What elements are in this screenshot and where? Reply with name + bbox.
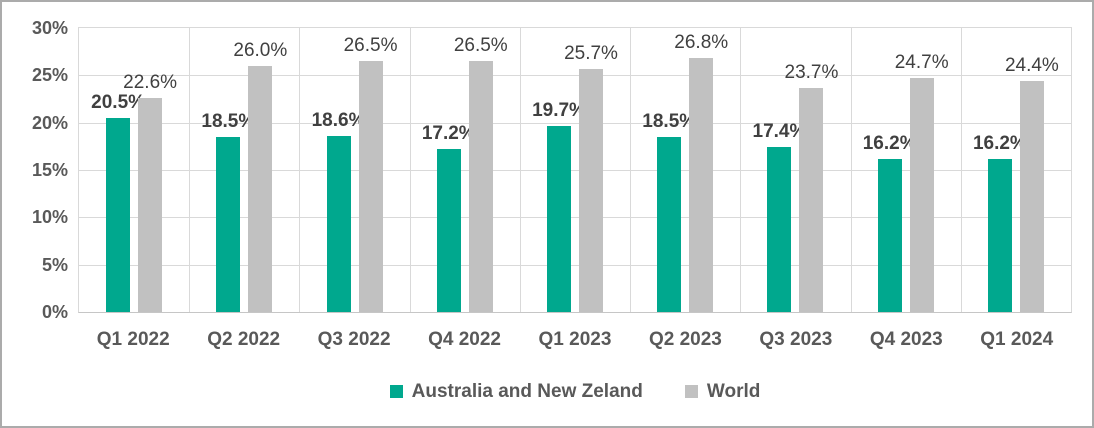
data-label-australia-and-new-zeland-q3-2022: 18.6% <box>311 109 366 131</box>
y-tick-label-10: 10% <box>31 207 68 228</box>
data-label-world-q3-2022: 26.5% <box>343 35 398 57</box>
legend: Australia and New Zeland World <box>78 382 1072 401</box>
h-gridline-5 <box>79 264 1071 266</box>
v-gridline-5 <box>630 28 632 312</box>
data-label-world-q4-2023: 24.7% <box>894 52 949 74</box>
legend-label: World <box>706 381 761 402</box>
bar-world-q3-2023 <box>799 87 824 312</box>
data-label-world-q2-2023: 26.8% <box>674 32 729 54</box>
legend-label: Australia and New Zeland <box>411 381 643 402</box>
data-label-australia-and-new-zeland-q1-2022: 20.5% <box>91 91 146 113</box>
data-label-australia-and-new-zeland-q2-2022: 18.5% <box>201 110 256 132</box>
legend-swatch-icon <box>684 385 698 398</box>
v-gridline-7 <box>850 28 852 312</box>
data-label-world-q2-2022: 26.0% <box>233 39 288 61</box>
x-tick-label-q3-2023: Q3 2023 <box>759 329 833 350</box>
bar-australia-and-new-zeland-q1-2023 <box>547 125 571 312</box>
h-gridline-25 <box>79 75 1071 77</box>
data-label-world-q3-2023: 23.7% <box>784 61 839 83</box>
h-gridline-10 <box>79 217 1071 219</box>
bar-australia-and-new-zeland-q3-2023 <box>767 147 792 312</box>
data-label-australia-and-new-zeland-q4-2022: 17.2% <box>421 123 476 145</box>
bar-australia-and-new-zeland-q4-2023 <box>877 158 902 312</box>
x-axis: Q1 2022 Q2 2022 Q3 2022 Q4 2022 Q1 2023 Q2 20… <box>78 329 1072 351</box>
bar-world-q4-2022 <box>468 61 493 312</box>
bar-australia-and-new-zeland-q4-2022 <box>436 149 461 312</box>
h-gridline-20 <box>79 122 1071 124</box>
legend-item-world: World <box>684 381 761 402</box>
data-label-australia-and-new-zeland-q2-2023: 18.5% <box>642 110 697 132</box>
bar-world-q1-2022 <box>138 98 163 312</box>
data-label-world-q1-2022: 22.6% <box>123 72 178 94</box>
y-tick-label-0: 0% <box>41 302 68 322</box>
bar-world-q3-2022 <box>358 61 383 312</box>
bar-world-q1-2024 <box>1019 81 1044 312</box>
x-tick-label-q1-2023: Q1 2023 <box>538 329 612 350</box>
y-tick-label-5: 5% <box>41 254 68 275</box>
bar-australia-and-new-zeland-q2-2023 <box>657 136 682 312</box>
v-gridline-2 <box>299 28 301 312</box>
bar-world-q2-2023 <box>689 58 714 312</box>
x-tick-label-q2-2023: Q2 2023 <box>648 329 722 350</box>
bar-australia-and-new-zeland-q1-2024 <box>987 158 1012 312</box>
data-label-world-q1-2023: 25.7% <box>564 42 618 64</box>
x-tick-label-q1-2022: Q1 2022 <box>96 329 170 350</box>
data-label-australia-and-new-zeland-q1-2023: 19.7% <box>532 99 586 121</box>
v-gridline-1 <box>189 28 191 312</box>
data-label-world-q1-2024: 24.4% <box>1004 55 1059 77</box>
bar-australia-and-new-zeland-q1-2022 <box>106 117 131 312</box>
x-tick-label-q3-2022: Q3 2022 <box>317 329 391 350</box>
h-gridline-15 <box>79 170 1071 171</box>
v-gridline-4 <box>519 28 521 312</box>
v-gridline-3 <box>409 28 411 312</box>
legend-swatch-icon <box>389 385 403 398</box>
bar-australia-and-new-zeland-q2-2022 <box>216 136 241 312</box>
v-gridline-8 <box>960 28 962 312</box>
y-tick-label-30: 30% <box>31 18 68 38</box>
y-tick-label-15: 15% <box>31 160 68 180</box>
legend-item-australia-and-new-zeland: Australia and New Zeland <box>389 381 643 402</box>
bar-world-q4-2023 <box>909 78 934 312</box>
data-label-australia-and-new-zeland-q1-2024: 16.2% <box>972 132 1027 154</box>
y-tick-label-25: 25% <box>31 65 68 86</box>
bar-australia-and-new-zeland-q3-2022 <box>326 135 351 312</box>
data-label-australia-and-new-zeland-q4-2023: 16.2% <box>862 132 917 154</box>
bar-world-q2-2022 <box>248 65 273 312</box>
y-axis: 0% 5% 10% 15% 20% 25% 30% <box>2 19 68 321</box>
data-label-world-q4-2022: 26.5% <box>453 35 508 57</box>
x-tick-label-q1-2024: Q1 2024 <box>980 329 1054 350</box>
data-label-australia-and-new-zeland-q3-2023: 17.4% <box>752 121 807 143</box>
y-tick-label-20: 20% <box>31 112 68 133</box>
x-tick-label-q2-2022: Q2 2022 <box>207 329 281 350</box>
x-tick-label-q4-2023: Q4 2023 <box>869 329 943 350</box>
plot-area: 20.5% 18.5% 18.6% 17.2% 19.7% 18.5% 17.4% 16.2%… <box>78 27 1072 313</box>
x-tick-label-q4-2022: Q4 2022 <box>428 329 501 350</box>
v-gridline-6 <box>740 28 742 312</box>
bar-world-q1-2023 <box>579 68 603 312</box>
